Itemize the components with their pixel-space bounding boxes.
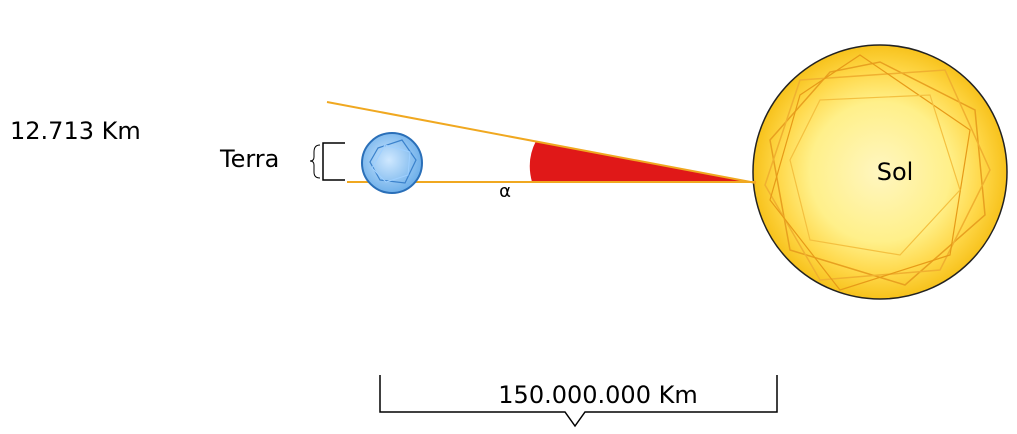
earth <box>362 133 422 193</box>
earth-bracket <box>323 143 345 180</box>
earth-diameter-label: 12.713 Km <box>10 117 141 145</box>
earth-brace <box>310 145 320 178</box>
angle-label: α <box>499 181 511 202</box>
distance-label: 150.000.000 Km <box>498 381 697 409</box>
sun-label: Sol <box>877 158 914 186</box>
diagram: 12.713 Km Terra α Sol 150.000.000 Km <box>0 0 1017 434</box>
earth-label: Terra <box>219 145 279 173</box>
